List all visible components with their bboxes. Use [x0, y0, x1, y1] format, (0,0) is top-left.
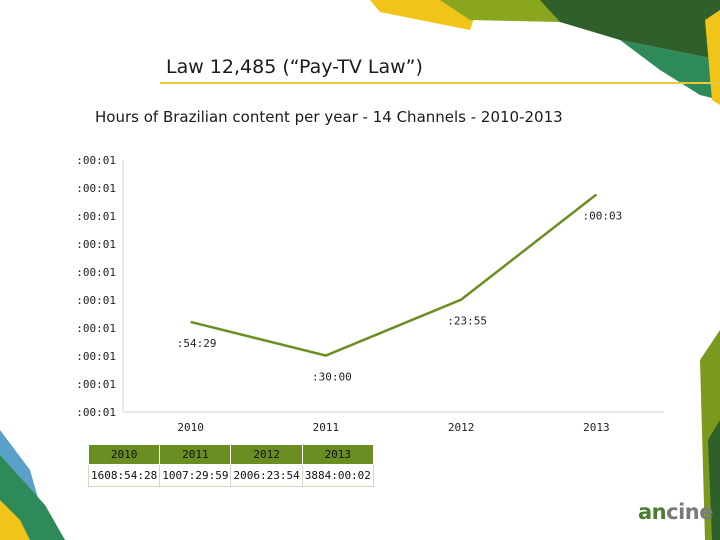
- x-tick-label: 2013: [583, 421, 610, 434]
- data-label: :00:03: [583, 209, 623, 222]
- y-tick-label: :00:01: [76, 154, 116, 167]
- chart-subtitle: Hours of Brazilian content per year - 14…: [95, 108, 563, 126]
- data-label: :23:55: [447, 315, 487, 328]
- y-tick-label: :00:01: [76, 238, 116, 251]
- y-tick-label: :00:01: [76, 182, 116, 195]
- table-value-2010: 1608:54:28: [87, 464, 161, 487]
- slide-title: Law 12,485 (“Pay-TV Law”): [166, 56, 423, 78]
- y-tick-label: :00:01: [76, 406, 116, 419]
- data-labels: :54:29 :30:00 :23:55 :00:03: [177, 209, 623, 383]
- deco-teal-band: [620, 40, 720, 100]
- table-header-2011: 2011: [159, 444, 232, 465]
- x-tick-label: 2011: [313, 421, 340, 434]
- logo-text-an: an: [638, 500, 667, 524]
- deco-dark-green-band: [540, 0, 720, 60]
- data-label: :30:00: [312, 371, 352, 384]
- table-value-2011: 1007:29:59: [159, 464, 232, 487]
- deco-bottom-right-dark: [708, 420, 720, 540]
- data-label: :54:29: [177, 337, 217, 350]
- y-tick-labels: :00:01 :00:01 :00:01 :00:01 :00:01 :00:01 :00:…: [76, 154, 116, 419]
- title-underline: [160, 82, 720, 84]
- series-line: [190, 193, 598, 357]
- y-tick-label: :00:01: [76, 350, 116, 363]
- ancine-logo: ancine: [638, 500, 713, 524]
- y-tick-label: :00:01: [76, 294, 116, 307]
- data-table-values-row: 1608:54:28 1007:29:59 2006:23:54 3884:00…: [87, 464, 374, 487]
- table-header-2013: 2013: [301, 444, 374, 465]
- y-tick-label: :00:01: [76, 322, 116, 335]
- y-tick-label: :00:01: [76, 210, 116, 223]
- x-tick-label: 2012: [448, 421, 475, 434]
- x-tick-labels: 2010 2011 2012 2013: [177, 421, 609, 434]
- table-header-2010: 2010: [87, 444, 161, 465]
- data-table-header-row: 2010 2011 2012 2013: [87, 444, 374, 465]
- logo-text-cine: cine: [666, 500, 713, 524]
- table-header-2012: 2012: [230, 444, 303, 465]
- y-tick-label: :00:01: [76, 266, 116, 279]
- y-tick-label: :00:01: [76, 378, 116, 391]
- table-value-2013: 3884:00:02: [301, 464, 374, 487]
- deco-bottom-left-yellow: [0, 500, 30, 540]
- table-value-2012: 2006:23:54: [230, 464, 303, 487]
- x-tick-label: 2010: [177, 421, 204, 434]
- deco-yellow-right-edge: [705, 10, 720, 105]
- data-table: 2010 2011 2012 2013 1608:54:28 1007:29:5…: [87, 444, 374, 487]
